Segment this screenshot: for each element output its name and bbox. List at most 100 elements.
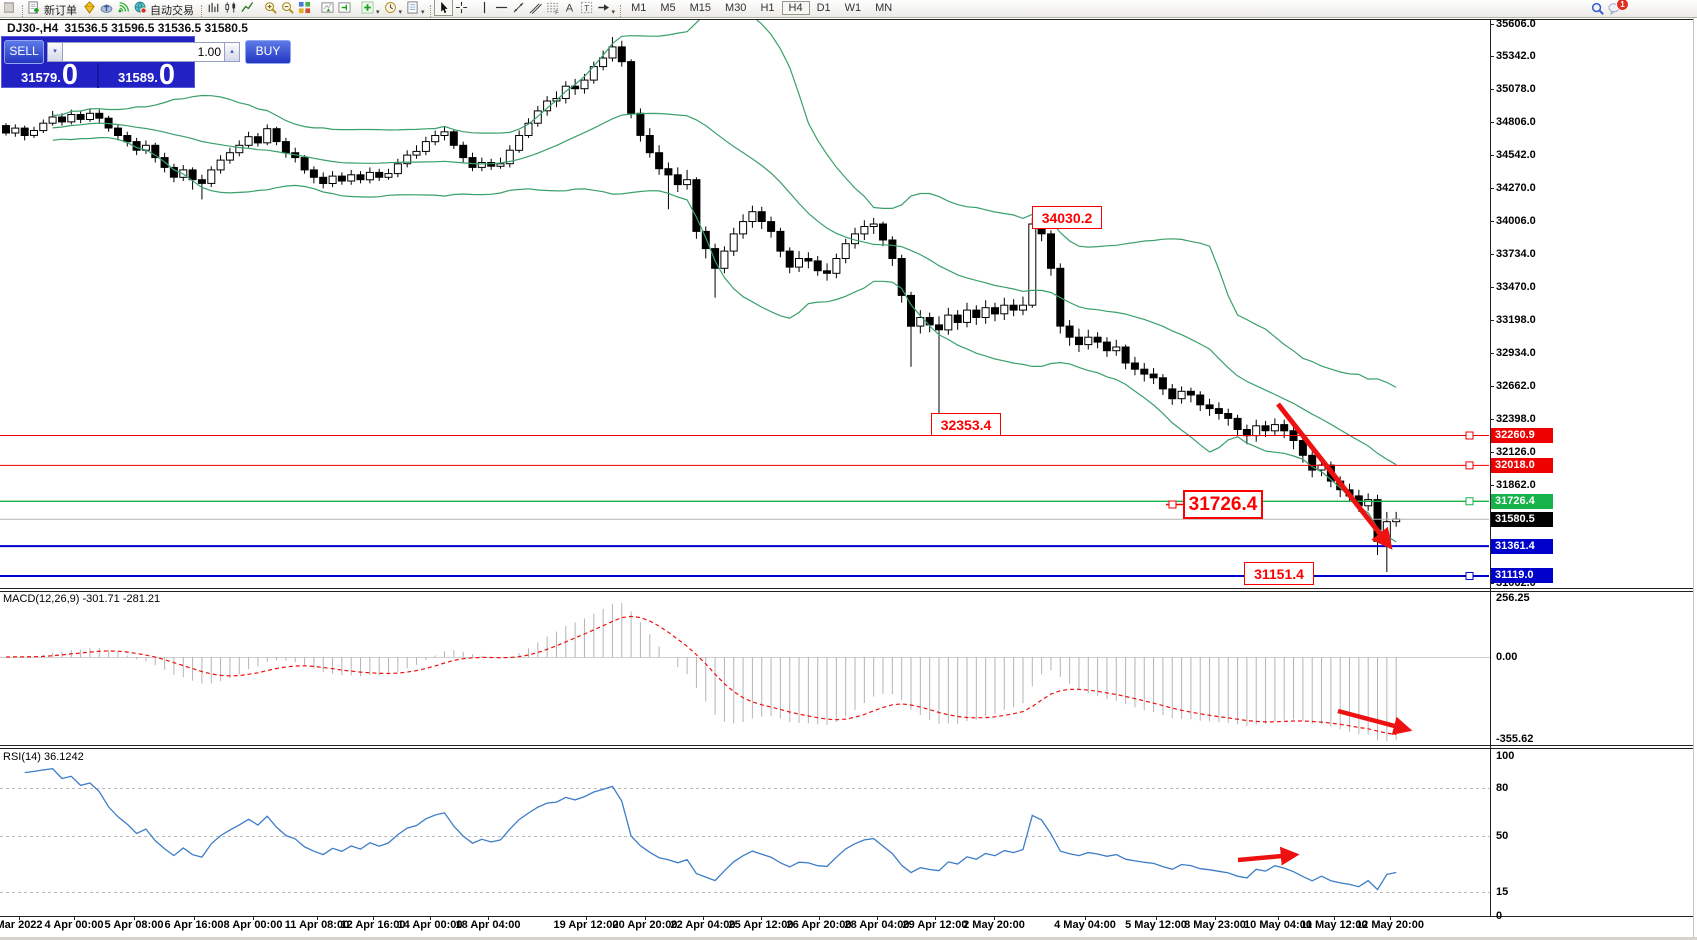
price-annotation[interactable]: 31726.4 bbox=[1183, 490, 1263, 519]
label-icon[interactable]: T bbox=[578, 0, 595, 15]
timeframe-button-mn[interactable]: MN bbox=[875, 2, 893, 14]
timeframe-button-w1[interactable]: W1 bbox=[844, 2, 862, 14]
bollinger-middle-band bbox=[52, 112, 1397, 466]
search-icon[interactable] bbox=[1589, 1, 1606, 16]
autotrade-label: 自动交易 bbox=[150, 5, 194, 17]
zoom-in-icon[interactable] bbox=[262, 0, 279, 15]
crosshair-icon[interactable] bbox=[453, 0, 470, 15]
buy-button[interactable]: BUY bbox=[245, 39, 291, 64]
timeframe-button-m15[interactable]: M15 bbox=[689, 2, 712, 14]
time-axis-label: 12 Apr 16:00 bbox=[340, 919, 406, 931]
buy-price-main: 31589. bbox=[118, 70, 158, 85]
right-panel-divider bbox=[1693, 17, 1694, 940]
volume-decrease-button[interactable]: ▾ bbox=[47, 41, 63, 62]
indicators-icon[interactable] bbox=[359, 0, 376, 15]
horizontal-line-icon[interactable] bbox=[493, 0, 510, 15]
periods-icon[interactable] bbox=[382, 0, 399, 15]
dropdown-caret[interactable]: ▾ bbox=[376, 9, 380, 16]
price-axis-label: 32934.0 bbox=[1496, 346, 1536, 359]
line-handle bbox=[1465, 571, 1474, 580]
shapes-icon[interactable] bbox=[595, 0, 612, 15]
text-icon[interactable]: A bbox=[561, 0, 578, 15]
trend-arrow-annotations[interactable] bbox=[1237, 402, 1413, 866]
gold-diamond-icon[interactable] bbox=[81, 0, 98, 15]
horizontal-line-object[interactable] bbox=[0, 571, 1490, 580]
macd-indicator-label: MACD(12,26,9) -301.71 -281.21 bbox=[3, 593, 161, 605]
horizontal-line-object[interactable] bbox=[0, 497, 1490, 506]
new-order-icon[interactable] bbox=[26, 0, 43, 15]
timeframe-button-h1[interactable]: H1 bbox=[760, 2, 775, 14]
timeframe-button-m30[interactable]: M30 bbox=[725, 2, 747, 14]
chart-shift-icon[interactable] bbox=[336, 0, 353, 15]
cursor-icon[interactable] bbox=[433, 0, 453, 16]
equidistant-channel-icon[interactable] bbox=[527, 0, 544, 15]
rsi-line bbox=[24, 768, 1397, 891]
price-axis-label: 34806.0 bbox=[1496, 116, 1536, 129]
trend-arrow bbox=[1337, 708, 1413, 735]
tile-windows-icon[interactable] bbox=[296, 0, 313, 15]
rsi-axis-label: 50 bbox=[1496, 830, 1509, 842]
time-axis-label: 25 Apr 12:00 bbox=[728, 919, 794, 931]
timeframe-button-d1[interactable]: D1 bbox=[816, 2, 831, 14]
template-icon[interactable] bbox=[404, 0, 421, 15]
rsi-indicator-label: RSI(14) 36.1242 bbox=[3, 751, 84, 763]
volume-increase-button[interactable]: ▴ bbox=[224, 41, 240, 62]
dropdown-caret[interactable]: ▾ bbox=[611, 9, 616, 16]
price-axis-label: 32662.0 bbox=[1496, 380, 1536, 393]
chat-badge: 1 bbox=[1616, 0, 1629, 11]
horizontal-line-object[interactable] bbox=[0, 431, 1490, 440]
price-axis-ticks bbox=[1490, 24, 1494, 584]
line-handle bbox=[1465, 431, 1474, 440]
time-axis-label: Mar 2022 bbox=[0, 919, 43, 931]
time-axis-label: 10 May 04:00 bbox=[1244, 919, 1312, 931]
horizontal-line-object[interactable] bbox=[0, 461, 1490, 470]
fibonacci-icon[interactable]: F bbox=[544, 0, 561, 15]
trendline-icon[interactable] bbox=[510, 0, 527, 15]
price-axis-label: 31862.0 bbox=[1496, 478, 1536, 491]
price-annotation[interactable]: 32353.4 bbox=[931, 413, 1001, 436]
macd-signal-line bbox=[5, 615, 1397, 736]
macd-axis-label: -355.62 bbox=[1496, 733, 1534, 745]
line-handle bbox=[1465, 497, 1474, 506]
upload-icon[interactable] bbox=[98, 0, 115, 15]
volume-input[interactable] bbox=[63, 41, 224, 62]
timeframe-button-h4[interactable]: H4 bbox=[781, 1, 810, 15]
time-axis-label: 2 May 20:00 bbox=[963, 919, 1025, 931]
price-annotation[interactable]: 34030.2 bbox=[1032, 206, 1102, 229]
svg-text:T: T bbox=[584, 3, 589, 13]
main-pane bbox=[0, 20, 1490, 580]
toolbar-left-group: 新订单 自动交易 ▾ ▾ ▾ F A T ▾ bbox=[2, 0, 624, 18]
toolbar-grip bbox=[620, 5, 622, 17]
price-axis-label: 34006.0 bbox=[1496, 214, 1536, 227]
window-fragment-icon[interactable] bbox=[2, 0, 19, 15]
time-axis-label: 8 Apr 00:00 bbox=[223, 919, 283, 931]
sell-button[interactable]: SELL bbox=[4, 39, 44, 64]
dropdown-caret[interactable]: ▾ bbox=[421, 9, 425, 16]
rsi-axis-label: 80 bbox=[1496, 782, 1509, 794]
zoom-out-icon[interactable] bbox=[279, 0, 296, 15]
chart-symbol-period: DJ30-,H4 bbox=[7, 21, 59, 35]
chart-title: DJ30-,H4 31536.5 31596.5 31536.5 31580.5 bbox=[7, 21, 254, 35]
time-axis-label: 18 Apr 04:00 bbox=[455, 919, 521, 931]
price-axis-label: 35078.0 bbox=[1496, 82, 1536, 95]
timeframe-button-m1[interactable]: M1 bbox=[631, 2, 647, 14]
dropdown-caret[interactable]: ▾ bbox=[398, 9, 403, 16]
line-chart-icon[interactable] bbox=[239, 0, 256, 15]
trend-arrow bbox=[1276, 402, 1393, 550]
chat-icon[interactable]: 1 bbox=[1606, 0, 1629, 16]
sell-price-display[interactable]: 31579. 0 bbox=[2, 61, 97, 90]
candlestick-chart-icon[interactable] bbox=[222, 0, 239, 15]
price-line-badge: 31580.5 bbox=[1491, 511, 1553, 527]
trend-arrow bbox=[1237, 846, 1300, 866]
buy-price-display[interactable]: 31589. 0 bbox=[97, 61, 194, 90]
bar-chart-icon[interactable] bbox=[205, 0, 222, 15]
vertical-line-icon[interactable] bbox=[476, 0, 493, 15]
timeframe-button-m5[interactable]: M5 bbox=[660, 2, 676, 14]
signal-icon[interactable] bbox=[115, 0, 132, 15]
auto-scroll-icon[interactable] bbox=[319, 0, 336, 15]
autotrade-globe-icon[interactable] bbox=[132, 0, 149, 15]
pane-borders bbox=[0, 19, 1694, 917]
price-axis-label: 33198.0 bbox=[1496, 314, 1536, 327]
price-annotation[interactable]: 31151.4 bbox=[1244, 562, 1314, 585]
